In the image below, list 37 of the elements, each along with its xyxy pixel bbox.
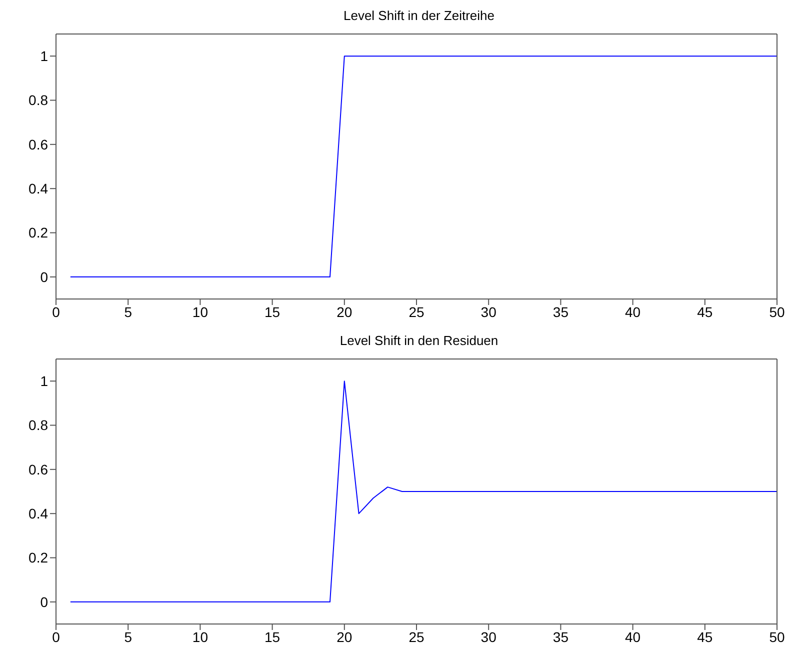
x-tick-label: 10 (192, 304, 208, 320)
x-tick-label: 50 (769, 628, 785, 645)
x-tick-label: 25 (408, 304, 424, 320)
x-tick-label: 25 (408, 628, 424, 645)
x-tick-label: 5 (124, 304, 132, 320)
y-tick-label: 0 (40, 268, 48, 285)
y-tick-label: 0.2 (28, 550, 48, 566)
x-tick-label: 20 (336, 628, 352, 645)
x-tick-label: 35 (552, 304, 569, 320)
x-tick-label: 40 (625, 304, 641, 320)
x-tick-label: 50 (769, 304, 785, 320)
line-series (70, 380, 777, 602)
y-tick-label: 0.2 (28, 224, 48, 241)
y-tick-label: 0.6 (28, 136, 48, 152)
y-tick-label: 0.6 (28, 461, 48, 478)
x-tick-label: 40 (625, 628, 641, 645)
x-tick-label: 0 (52, 304, 60, 320)
y-tick-label: 0.8 (28, 92, 48, 108)
y-tick-label: 1 (40, 48, 48, 64)
chart-title: Level Shift in der Zeitreihe (342, 8, 496, 25)
x-tick-label: 35 (552, 628, 569, 645)
y-tick-label: 0.4 (28, 506, 48, 522)
x-tick-label: 45 (697, 304, 713, 320)
x-tick-label: 45 (697, 628, 713, 645)
x-tick-label: 15 (264, 628, 280, 645)
x-tick-label: 5 (124, 628, 132, 645)
x-tick-label: 30 (480, 628, 497, 645)
x-tick-label: 0 (52, 628, 60, 645)
x-tick-label: 20 (336, 304, 352, 320)
x-tick-label: 10 (192, 628, 208, 645)
y-tick-label: 0.4 (28, 180, 48, 197)
x-tick-label: 30 (480, 304, 497, 320)
x-tick-label: 15 (264, 304, 280, 320)
y-tick-label: 0 (40, 594, 48, 610)
y-tick-label: 1 (40, 373, 48, 390)
chart-title: Level Shift in den Residuen (338, 333, 500, 350)
y-tick-label: 0.8 (28, 417, 48, 434)
